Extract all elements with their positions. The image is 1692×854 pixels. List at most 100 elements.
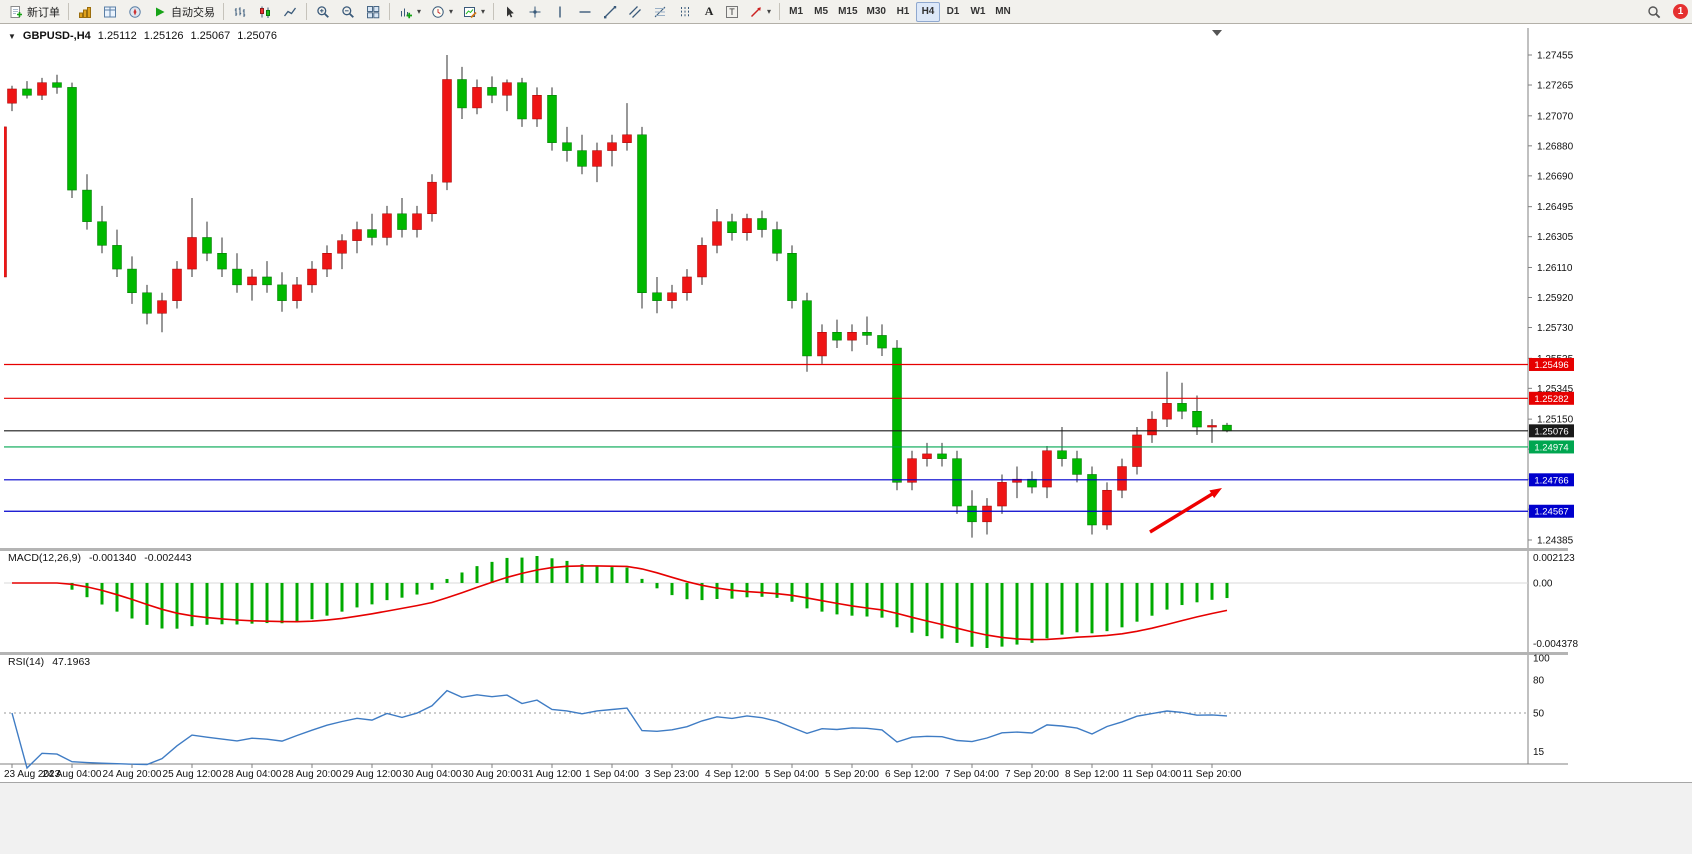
new-order-icon (8, 4, 24, 20)
price-badge: 1.25496 (1529, 357, 1574, 371)
pane-divider[interactable] (0, 548, 1568, 551)
timeframe-button-h1[interactable]: H1 (896, 6, 910, 17)
date-label: 28 Aug 04:00 (223, 769, 282, 780)
chart-bars-button[interactable] (228, 2, 252, 22)
date-label: 24 Aug 04:00 (43, 769, 102, 780)
price-badge: 1.25282 (1529, 391, 1574, 405)
clock-icon (430, 4, 446, 20)
auto-trading-label: 自动交易 (171, 6, 215, 19)
timeframe-button-d1[interactable]: D1 (946, 6, 960, 17)
fibonacci-icon (652, 4, 668, 20)
periods-button[interactable]: ▾ (426, 2, 457, 22)
timeframe-button-m5[interactable]: M5 (814, 6, 829, 17)
text-button[interactable]: A (698, 2, 720, 22)
candlestick-chart-icon (257, 4, 273, 20)
channel-button[interactable] (623, 2, 647, 22)
fibonacci-button[interactable] (648, 2, 672, 22)
svg-text:1.26690: 1.26690 (1537, 171, 1574, 182)
price-axis[interactable]: 1.27455 1.27265 1.27070 1.26880 1.26690 1.264… (1528, 51, 1574, 547)
text-box-button[interactable]: T (721, 2, 743, 22)
horizontal-line-icon (577, 4, 593, 20)
price-chart[interactable]: 1.27455 1.27265 1.27070 1.26880 1.26690 1.264… (0, 24, 1692, 854)
indicators-icon (398, 4, 414, 20)
rsi-axis-tick: 50 (1533, 709, 1545, 720)
svg-text:1.25920: 1.25920 (1537, 293, 1574, 304)
timeframe-button-m1[interactable]: M1 (789, 6, 804, 17)
svg-text:1.25345: 1.25345 (1537, 384, 1574, 395)
svg-text:1.26110: 1.26110 (1537, 263, 1573, 274)
vertical-line-icon (552, 4, 568, 20)
timeframe-button-m30[interactable]: M30 (866, 6, 886, 17)
toolbar: 新订单 自动交易 ▾ ▾ ▾ A T ▾ M1 M (0, 0, 1692, 24)
svg-text:1.27070: 1.27070 (1537, 111, 1574, 122)
svg-text:1.27265: 1.27265 (1537, 81, 1574, 92)
svg-text:1.25496: 1.25496 (1534, 360, 1568, 371)
symbol-period-label: GBPUSD-,H4 (22, 30, 91, 42)
candles-layer (4, 55, 1232, 538)
cycle-lines-button[interactable] (673, 2, 697, 22)
rsi-axis-tick: 15 (1533, 747, 1545, 758)
chart-shift-marker[interactable] (1212, 30, 1222, 36)
timeframe-button-h4[interactable]: H4 (915, 1, 940, 22)
templates-button[interactable]: ▾ (458, 2, 489, 22)
templates-icon (462, 4, 478, 20)
quote-high: 1.25126 (143, 30, 184, 42)
auto-trading-button[interactable]: 自动交易 (148, 2, 219, 22)
quote-low: 1.25067 (190, 30, 231, 42)
toolbar-separator (306, 3, 307, 20)
chart-line-button[interactable] (278, 2, 302, 22)
bottom-empty-strip (0, 782, 1692, 854)
vertical-line-button[interactable] (548, 2, 572, 22)
indicators-button[interactable]: ▾ (394, 2, 425, 22)
date-label: 25 Aug 12:00 (163, 769, 222, 780)
zoom-out-button[interactable] (336, 2, 360, 22)
rsi-label: RSI(14) 47.1963 (8, 656, 91, 668)
chart-caption: ▼ GBPUSD-,H4 1.25112 1.25126 1.25067 1.2… (8, 30, 277, 42)
date-label: 23 Aug 2023 (4, 769, 61, 780)
pane-divider[interactable] (0, 652, 1568, 655)
date-label: 5 Sep 04:00 (765, 769, 819, 780)
quote-open: 1.25112 (97, 30, 137, 42)
timeframe-button-m15[interactable]: M15 (838, 6, 858, 17)
navigator-icon (127, 4, 143, 20)
chevron-down-icon: ▾ (481, 6, 486, 16)
price-badge: 1.24567 (1529, 504, 1574, 518)
tile-windows-button[interactable] (361, 2, 385, 22)
crosshair-button[interactable] (523, 2, 547, 22)
play-icon (152, 4, 168, 20)
timeframe-button-mn[interactable]: MN (995, 6, 1011, 17)
macd-label: MACD(12,26,9) -0.001340 -0.002443 (8, 552, 192, 564)
chart-candles-button[interactable] (253, 2, 277, 22)
notification-badge[interactable]: 1 (1673, 4, 1688, 19)
date-label: 31 Aug 12:00 (523, 769, 582, 780)
toolbar-separator (223, 3, 224, 20)
arrows-button[interactable]: ▾ (744, 2, 775, 22)
arrow-annotation[interactable] (1149, 490, 1217, 534)
zoom-out-icon (340, 4, 356, 20)
timeframe-button-w1[interactable]: W1 (970, 6, 986, 17)
trendline-button[interactable] (598, 2, 622, 22)
data-window-button[interactable] (98, 2, 122, 22)
new-order-button[interactable]: 新订单 (4, 2, 64, 22)
zoom-in-button[interactable] (311, 2, 335, 22)
svg-text:1.26880: 1.26880 (1537, 141, 1574, 152)
svg-text:1.26495: 1.26495 (1537, 202, 1574, 213)
rsi-axis-tick: 80 (1533, 676, 1545, 687)
svg-text:1.24567: 1.24567 (1534, 507, 1568, 518)
search-button[interactable] (1642, 2, 1666, 22)
collapse-chart-icon[interactable]: ▼ (8, 31, 16, 41)
svg-text:1.24385: 1.24385 (1537, 536, 1574, 547)
toolbar-separator (389, 3, 390, 20)
svg-text:1.27455: 1.27455 (1537, 51, 1574, 62)
svg-text:1.25730: 1.25730 (1537, 323, 1574, 334)
cursor-button[interactable] (498, 2, 522, 22)
new-order-label: 新订单 (27, 6, 60, 19)
navigator-button[interactable] (123, 2, 147, 22)
text-box-icon: T (726, 5, 738, 18)
macd-main-value: -0.001340 (88, 552, 137, 564)
channel-icon (627, 4, 643, 20)
market-watch-button[interactable] (73, 2, 97, 22)
macd-histogram (25, 556, 1229, 648)
trendline-icon (602, 4, 618, 20)
horizontal-line-button[interactable] (573, 2, 597, 22)
